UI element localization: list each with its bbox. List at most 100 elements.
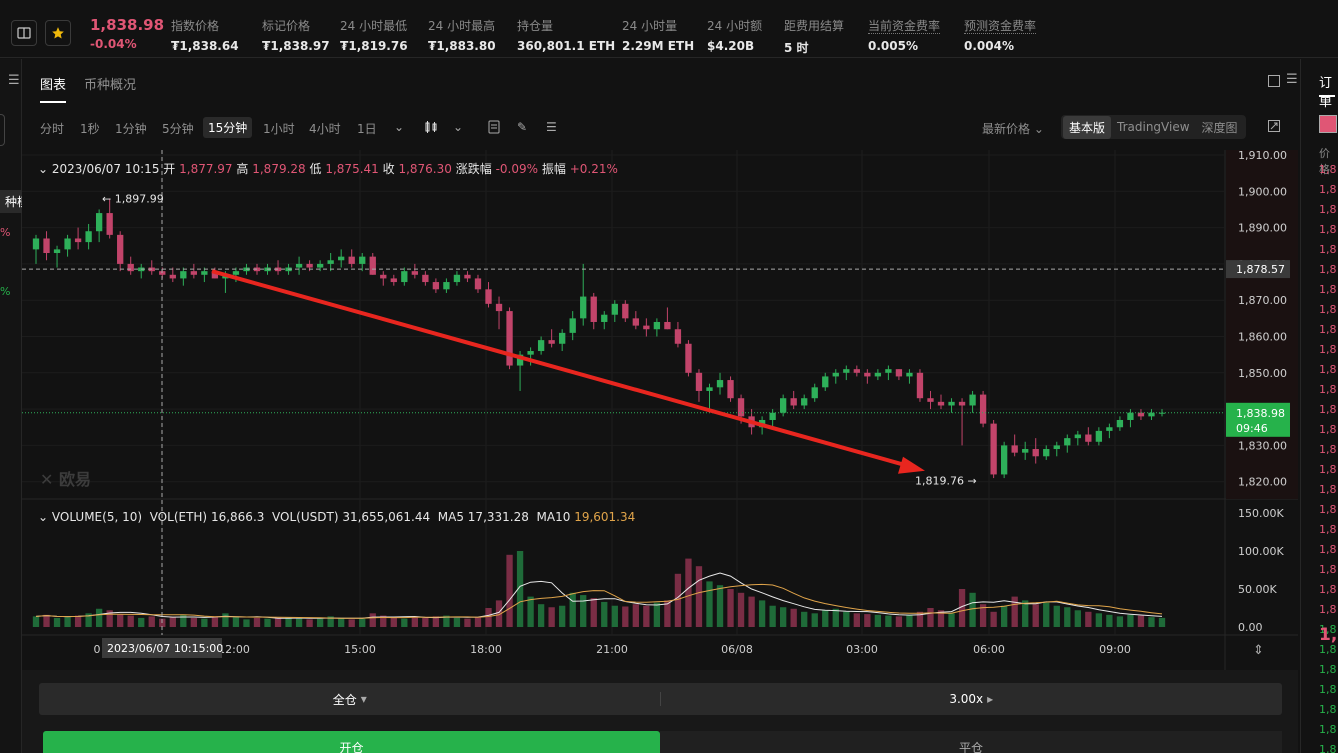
- volume-bar: [85, 613, 92, 627]
- volume-bar: [874, 614, 882, 627]
- order-row[interactable]: 1,8: [1319, 283, 1337, 296]
- tab-chart[interactable]: 图表: [40, 74, 67, 103]
- collapse-icon[interactable]: ⌄: [38, 510, 49, 524]
- order-row[interactable]: 1,8: [1319, 503, 1337, 516]
- chevron-down-icon[interactable]: ⌄: [453, 120, 464, 134]
- order-row[interactable]: 1,8: [1319, 543, 1337, 556]
- close-position-tab[interactable]: 平仓: [660, 731, 1282, 753]
- stat-label: 距费用结算: [784, 19, 845, 33]
- stat-label[interactable]: 当前资金费率: [868, 19, 941, 34]
- chevron-down-icon[interactable]: ⌄: [394, 120, 405, 134]
- indicator-icon[interactable]: [488, 120, 500, 137]
- order-row[interactable]: 1,8: [1319, 363, 1337, 376]
- order-row[interactable]: 1,8: [1319, 583, 1337, 596]
- order-row[interactable]: 1,8: [1319, 623, 1337, 636]
- order-row[interactable]: 1,8: [1319, 563, 1337, 576]
- pencil-icon[interactable]: ✎: [517, 120, 528, 134]
- more-menu-icon[interactable]: ☰: [1286, 72, 1298, 87]
- open-label: 开: [163, 162, 176, 176]
- candle-body: [737, 398, 745, 417]
- chart-toolbar: 分时 1秒 1分钟 5分钟 15分钟 1小时 4小时 1日 ⌄ ⌄ ✎ ☰ 最新价格 ⌄: [22, 112, 1298, 142]
- interval-0[interactable]: 分时: [40, 122, 65, 136]
- candle-body: [685, 343, 692, 373]
- price-type-select[interactable]: 最新价格 ⌄: [982, 120, 1044, 137]
- margin-mode-select[interactable]: 全仓 ▾: [332, 692, 367, 707]
- scale-reset-icon[interactable]: ⇕: [1253, 643, 1264, 658]
- volume-bar: [443, 615, 450, 627]
- trend-arrow-head: [898, 456, 925, 474]
- settings-list-icon[interactable]: ☰: [546, 120, 557, 134]
- order-row[interactable]: 1,8: [1319, 723, 1337, 736]
- order-row[interactable]: 1,8: [1319, 343, 1337, 356]
- volume-bar: [117, 614, 124, 627]
- stat-value: 0.004%: [964, 39, 1014, 53]
- order-row[interactable]: 1,8: [1319, 403, 1337, 416]
- interval-1[interactable]: 1秒: [80, 122, 100, 136]
- order-row[interactable]: 1,8: [1319, 263, 1337, 276]
- price-column-header: 价格: [1319, 147, 1330, 176]
- book-mode-icon[interactable]: [1319, 115, 1337, 133]
- book-icon[interactable]: [11, 20, 37, 46]
- candle-body: [1043, 449, 1050, 457]
- interval-2[interactable]: 1分钟: [115, 122, 147, 136]
- view-tradingview[interactable]: TradingView: [1117, 120, 1190, 134]
- order-row[interactable]: 1,8: [1319, 443, 1337, 456]
- view-basic[interactable]: 基本版: [1063, 115, 1112, 139]
- order-row[interactable]: 1,8: [1319, 643, 1337, 656]
- order-row[interactable]: 1,8: [1319, 603, 1337, 616]
- order-row[interactable]: 1,8: [1319, 663, 1337, 676]
- time-tick: 12:00: [218, 643, 250, 656]
- volume-bar: [895, 616, 903, 627]
- order-row[interactable]: 1,8: [1319, 183, 1337, 196]
- order-row[interactable]: 1,8: [1319, 743, 1337, 753]
- order-row[interactable]: 1,8: [1319, 423, 1337, 436]
- leverage-select[interactable]: 3.00x ▸: [949, 692, 994, 706]
- vol-usdt-value: 31,655,061.44: [342, 510, 431, 524]
- candle-body: [559, 332, 566, 344]
- view-depth[interactable]: 深度图: [1201, 120, 1238, 135]
- volume-bar: [1000, 605, 1008, 627]
- order-row[interactable]: 1,8: [1319, 223, 1337, 236]
- order-row[interactable]: 1,8: [1319, 323, 1337, 336]
- candlestick-chart[interactable]: 1,910.001,900.001,890.001,880.001,870.00…: [22, 150, 1298, 670]
- order-row[interactable]: 1,8: [1319, 523, 1337, 536]
- volume-bar: [285, 617, 292, 627]
- candle-body: [316, 263, 324, 268]
- order-row[interactable]: 1,8: [1319, 303, 1337, 316]
- volume-bar: [474, 617, 482, 627]
- interval-7[interactable]: 1日: [357, 122, 377, 136]
- interval-3[interactable]: 5分钟: [162, 122, 194, 136]
- open-position-tab[interactable]: 开仓: [43, 731, 660, 753]
- interval-5[interactable]: 1小时: [263, 122, 295, 136]
- volume-legend: ⌄ VOLUME(5, 10) VOL(ETH) 16,866.3 VOL(US…: [38, 510, 635, 524]
- price-tick: 1,830.00: [1238, 439, 1287, 452]
- menu-icon[interactable]: ☰: [8, 73, 20, 88]
- order-row[interactable]: 1,8: [1319, 243, 1337, 256]
- volume-bar: [1064, 607, 1071, 627]
- volume-bar: [138, 617, 145, 627]
- candle-body: [632, 318, 639, 326]
- order-row[interactable]: 1,8: [1319, 463, 1337, 476]
- collapse-icon[interactable]: ⌄: [38, 162, 49, 176]
- order-row[interactable]: 1,8: [1319, 203, 1337, 216]
- volume-tick: 150.00K: [1238, 507, 1284, 520]
- order-row[interactable]: 1,8: [1319, 683, 1337, 696]
- order-row[interactable]: 1,8: [1319, 163, 1337, 176]
- volume-bar: [264, 618, 271, 627]
- order-row[interactable]: 1,8: [1319, 383, 1337, 396]
- stat-label[interactable]: 指数价格: [171, 19, 220, 33]
- order-row[interactable]: 1,8: [1319, 483, 1337, 496]
- layout-icon[interactable]: [1268, 75, 1280, 87]
- volume-bar: [811, 613, 818, 627]
- interval-4[interactable]: 15分钟: [203, 117, 253, 138]
- fullscreen-icon[interactable]: [1268, 120, 1280, 135]
- volume-bar: [706, 581, 713, 627]
- star-icon[interactable]: [45, 20, 71, 46]
- order-row[interactable]: 1,8: [1319, 703, 1337, 716]
- interval-6[interactable]: 4小时: [309, 122, 341, 136]
- candle-body: [801, 398, 808, 406]
- tab-coin-overview[interactable]: 币种概况: [84, 78, 137, 93]
- candle-type-icon[interactable]: [424, 120, 438, 137]
- stat-label[interactable]: 预测资金费率: [964, 19, 1037, 34]
